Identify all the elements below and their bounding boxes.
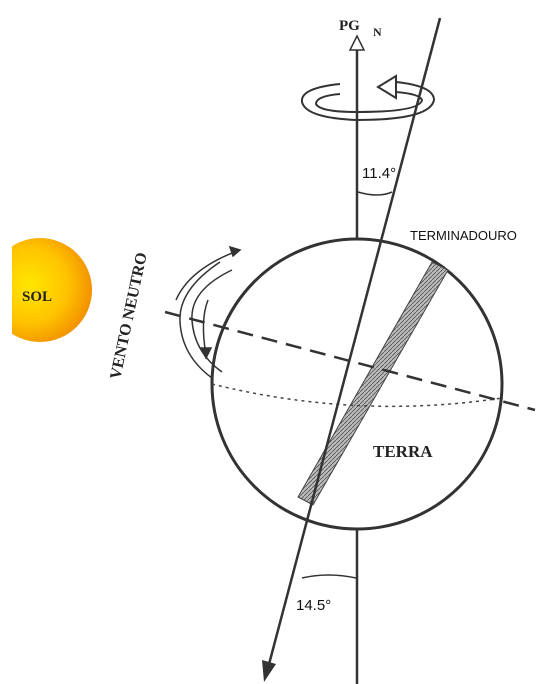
earth xyxy=(210,237,504,531)
terminator-label: TERMINADOURO xyxy=(410,228,517,243)
sun xyxy=(0,230,92,350)
angle-arc xyxy=(357,191,393,196)
wind-arrows xyxy=(175,245,242,379)
magnetic-axis xyxy=(266,17,442,669)
terminator-band xyxy=(297,261,449,506)
top-angle-label: 11.4° xyxy=(362,165,396,182)
angle-arc xyxy=(301,574,357,579)
earth-label: TERRA xyxy=(373,442,433,461)
pole-label: PG xyxy=(339,18,360,34)
north-label: N xyxy=(373,25,382,39)
north-arrow xyxy=(348,34,366,51)
axis-arrow xyxy=(262,660,276,682)
wind-label: VENTO NEUTRO xyxy=(107,251,150,381)
equator xyxy=(211,383,503,408)
bottom-angle-label: 14.5° xyxy=(296,597,331,614)
rotation-arrow xyxy=(300,74,436,122)
sun-label: SOL xyxy=(22,289,52,305)
ecliptic-line xyxy=(164,310,536,412)
